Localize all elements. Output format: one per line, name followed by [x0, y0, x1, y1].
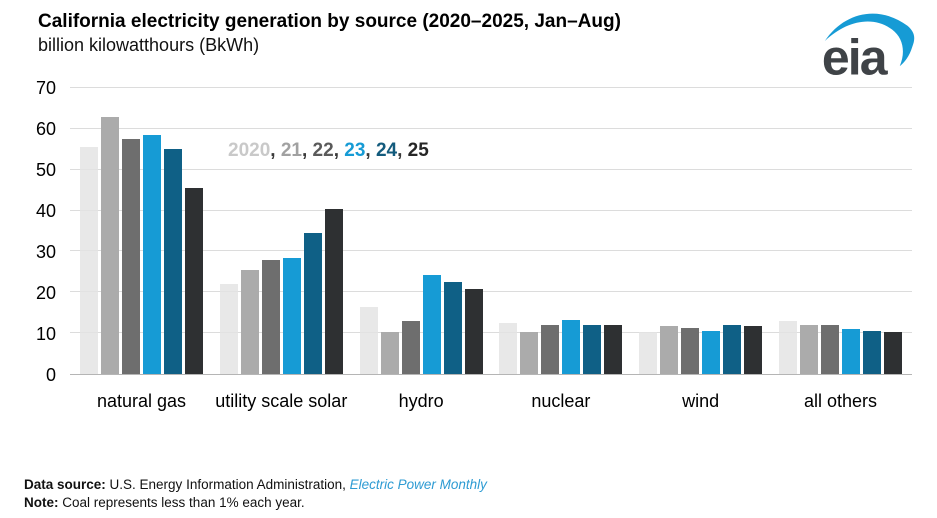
y-axis-tick-label: 70	[35, 78, 56, 98]
eia-logo-swoosh-icon	[824, 13, 915, 67]
legend-item-24: 24	[375, 140, 398, 161]
bar-22-utility-scale-solar	[261, 259, 280, 374]
bar-25-all-others	[883, 331, 902, 374]
y-axis: 0 10 20 30 40 50 60 70	[14, 79, 62, 384]
bar-21-hydro	[380, 332, 399, 374]
bar-22-natural-gas	[122, 139, 140, 374]
bar-21-nuclear	[520, 331, 539, 374]
bar-24-natural-gas	[164, 149, 182, 374]
bar-group-natural-gas: natural gas	[80, 88, 203, 411]
note-label: Note:	[24, 494, 59, 510]
bar-2020-wind	[639, 331, 658, 374]
bar-2020-nuclear	[499, 322, 518, 374]
eia-logo: eia	[822, 13, 915, 80]
bar-24-all-others	[862, 330, 881, 374]
x-axis-category-label: wind	[682, 391, 720, 411]
bar-23-hydro	[422, 274, 441, 374]
bar-2020-hydro	[359, 307, 378, 374]
eia-logo-text: eia	[822, 30, 889, 80]
bar-24-hydro	[443, 281, 462, 374]
x-axis-category-label: utility scale solar	[215, 391, 348, 411]
bar-group-wind: wind	[639, 88, 763, 411]
legend-item-23: 23	[344, 140, 366, 161]
legend-item-2020: 2020	[228, 140, 271, 161]
y-axis-tick-label: 30	[35, 242, 56, 262]
bar-group-nuclear: nuclear	[499, 88, 623, 411]
bar-23-nuclear	[562, 320, 581, 374]
bar-group-hydro: hydro	[359, 88, 483, 411]
bar-25-utility-scale-solar	[324, 208, 343, 374]
x-axis-category-label: nuclear	[531, 391, 591, 411]
y-axis-tick-label: 10	[35, 324, 56, 344]
bar-24-utility-scale-solar	[303, 233, 322, 374]
x-axis-category-label: all others	[803, 391, 877, 411]
legend-separator: ,	[301, 140, 313, 161]
y-axis-tick-label: 50	[35, 160, 56, 180]
legend-separator: ,	[365, 140, 376, 161]
bar-21-utility-scale-solar	[240, 269, 259, 374]
bar-22-hydro	[401, 321, 420, 374]
legend-item-25: 25	[407, 140, 429, 161]
chart-header: California electricity generation by sou…	[38, 10, 818, 57]
data-source-line: Data source: U.S. Energy Information Adm…	[24, 476, 487, 494]
bar-25-nuclear	[604, 325, 623, 374]
gridline	[70, 291, 912, 293]
bar-22-wind	[681, 327, 700, 374]
bar-21-wind	[660, 326, 679, 374]
chart-legend: 2020, 21, 22, 23, 24, 25	[228, 140, 429, 162]
legend-separator: ,	[333, 140, 345, 161]
electric-power-monthly-link[interactable]: Electric Power Monthly	[349, 476, 487, 492]
bar-22-nuclear	[541, 324, 560, 374]
legend-item-22: 22	[312, 140, 334, 161]
bar-group-all-others: all others	[778, 88, 902, 411]
bar-2020-all-others	[778, 321, 797, 374]
bar-group-utility-scale-solar: utility scale solar	[215, 88, 347, 411]
x-axis-category-label: hydro	[398, 391, 444, 411]
bar-25-hydro	[464, 289, 483, 374]
gridline	[70, 87, 912, 88]
bar-24-wind	[723, 324, 742, 374]
chart-title: California electricity generation by sou…	[38, 11, 621, 32]
bar-25-wind	[744, 326, 763, 374]
bar-24-nuclear	[583, 325, 602, 374]
footer: Data source: U.S. Energy Information Adm…	[24, 476, 487, 512]
plot-area: natural gas utility scale solar hydro nucle…	[70, 87, 912, 411]
x-axis-category-label: natural gas	[96, 391, 187, 411]
data-source-label: Data source:	[24, 476, 106, 492]
legend-separator: ,	[270, 140, 281, 161]
note-text: Coal represents less than 1% each year.	[58, 494, 305, 510]
legend-item-21: 21	[280, 140, 302, 161]
bar-23-all-others	[841, 329, 860, 374]
bar-21-all-others	[799, 325, 818, 374]
chart-subtitle: billion kilowatthours (BkWh)	[38, 34, 260, 55]
y-axis-tick-label: 0	[45, 365, 56, 385]
gridline	[70, 332, 912, 334]
y-axis-tick-label: 40	[35, 201, 56, 221]
bar-25-natural-gas	[185, 188, 203, 374]
y-axis-tick-label: 20	[35, 283, 56, 303]
bar-23-natural-gas	[143, 135, 161, 374]
data-source-text: U.S. Energy Information Administration,	[105, 476, 350, 492]
legend-separator: ,	[397, 140, 408, 161]
bar-23-wind	[702, 331, 721, 374]
bar-2020-utility-scale-solar	[219, 284, 238, 374]
bar-22-all-others	[820, 324, 839, 374]
bar-23-utility-scale-solar	[282, 257, 301, 374]
gridline	[70, 127, 912, 129]
note-line: Note: Coal represents less than 1% each …	[24, 494, 487, 512]
gridline	[70, 168, 912, 170]
gridline	[70, 209, 912, 211]
bar-21-natural-gas	[101, 116, 119, 374]
gridline	[70, 250, 912, 252]
bar-2020-natural-gas	[80, 147, 98, 374]
y-axis-tick-label: 60	[35, 119, 56, 139]
